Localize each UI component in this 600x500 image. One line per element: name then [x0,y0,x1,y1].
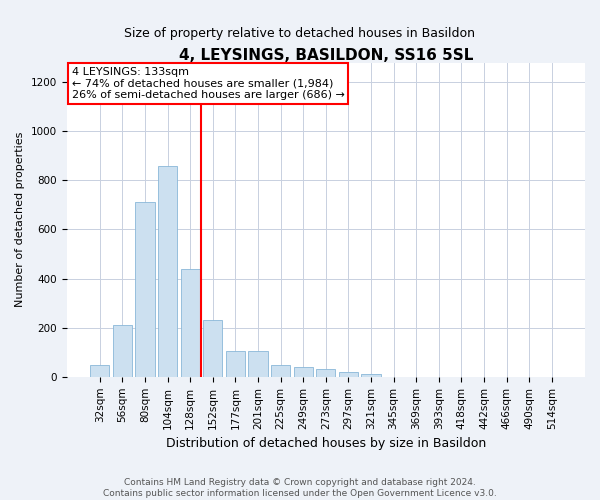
X-axis label: Distribution of detached houses by size in Basildon: Distribution of detached houses by size … [166,437,486,450]
Text: Size of property relative to detached houses in Basildon: Size of property relative to detached ho… [125,28,476,40]
Y-axis label: Number of detached properties: Number of detached properties [15,132,25,308]
Bar [181,269,200,377]
Text: Contains HM Land Registry data © Crown copyright and database right 2024.
Contai: Contains HM Land Registry data © Crown c… [103,478,497,498]
Bar [203,320,223,377]
Bar [271,364,290,377]
Bar [113,326,132,377]
Bar [136,202,155,377]
Bar [339,372,358,377]
Text: 4 LEYSINGS: 133sqm
← 74% of detached houses are smaller (1,984)
26% of semi-deta: 4 LEYSINGS: 133sqm ← 74% of detached hou… [72,67,344,100]
Title: 4, LEYSINGS, BASILDON, SS16 5SL: 4, LEYSINGS, BASILDON, SS16 5SL [179,48,473,62]
Bar [248,351,268,377]
Bar [90,364,109,377]
Bar [361,374,380,377]
Bar [158,166,177,377]
Bar [293,367,313,377]
Bar [316,370,335,377]
Bar [226,351,245,377]
